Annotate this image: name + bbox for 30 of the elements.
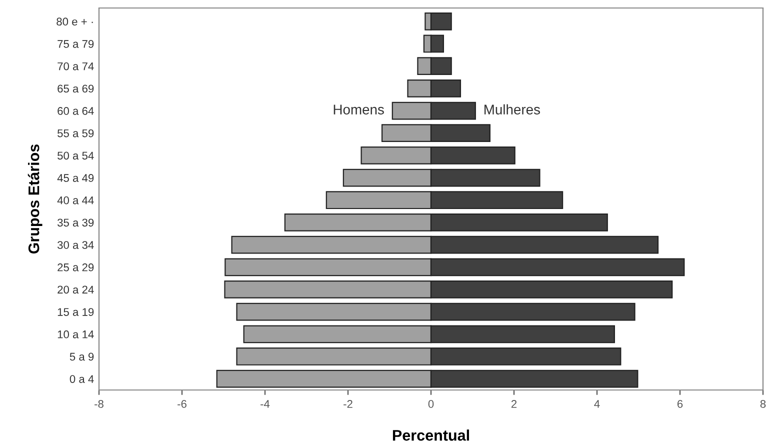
- y-tick-label: 45 a 49: [57, 174, 94, 182]
- y-tick-label: 75 a 79: [58, 40, 94, 48]
- series-label: Mulheres: [484, 104, 540, 114]
- y-tick-label: 10 a 14: [58, 330, 94, 338]
- x-tick-label: -2: [344, 400, 352, 408]
- y-tick-label: 55 a 59: [58, 129, 94, 138]
- y-tick-label: 5 a 9: [70, 352, 94, 361]
- x-tick-label: -8: [94, 400, 104, 408]
- y-tick-label: 60 a 64: [58, 107, 94, 115]
- y-tick-label: 0 a 4: [70, 375, 94, 383]
- y-tick-label: 40 a 44: [57, 196, 94, 204]
- y-tick-label: 80 e + ·: [56, 18, 93, 26]
- y-axis-title: Grupos Etários: [28, 144, 42, 254]
- y-tick-label: 35 a 39: [57, 218, 94, 227]
- x-tick-label: -4: [260, 400, 270, 408]
- y-tick-label: 25 a 29: [58, 263, 94, 272]
- x-tick-label: 6: [677, 400, 683, 408]
- x-axis-title: Percentual: [392, 430, 469, 441]
- x-tick-label: -6: [178, 400, 186, 408]
- y-tick-label: 70 a 74: [58, 62, 94, 70]
- y-tick-label: 65 a 69: [58, 84, 94, 93]
- x-tick-label: 0: [428, 400, 434, 408]
- x-tick-label: 4: [594, 400, 600, 408]
- y-tick-label: 30 a 34: [57, 241, 94, 249]
- series-label: Homens: [334, 104, 384, 114]
- y-tick-label: 20 a 24: [58, 286, 94, 294]
- y-tick-label: 15 a 19: [58, 308, 94, 316]
- x-tick-label: 2: [511, 400, 517, 408]
- y-tick-label: 50 a 54: [58, 152, 94, 160]
- x-tick-label: 8: [760, 400, 766, 408]
